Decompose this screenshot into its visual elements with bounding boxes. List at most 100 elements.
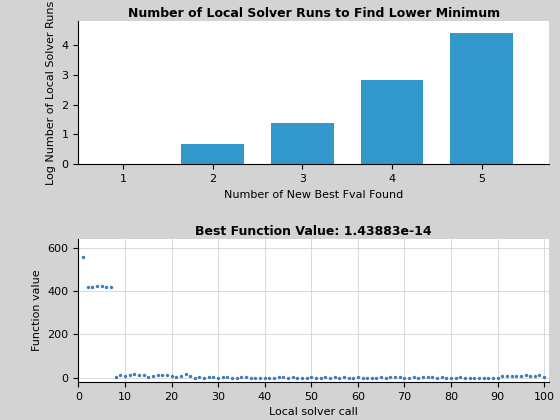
Point — [530, 372, 539, 379]
Point — [158, 372, 167, 378]
Point — [377, 374, 386, 381]
Point — [120, 372, 129, 379]
Point — [446, 374, 455, 381]
Point — [227, 374, 236, 381]
Point — [102, 284, 111, 290]
Point — [106, 284, 115, 291]
Point — [493, 374, 502, 381]
Point — [460, 374, 469, 381]
Point — [279, 374, 288, 381]
Point — [176, 373, 185, 379]
Point — [200, 375, 209, 381]
Point — [512, 373, 521, 380]
Point — [451, 374, 460, 381]
Point — [125, 371, 134, 378]
Point — [484, 374, 493, 381]
Point — [442, 374, 451, 381]
Point — [181, 371, 190, 378]
Point — [297, 374, 306, 381]
Point — [288, 374, 297, 381]
X-axis label: Number of New Best Fval Found: Number of New Best Fval Found — [224, 189, 403, 200]
Point — [246, 374, 255, 381]
Point — [428, 374, 437, 381]
Point — [404, 374, 413, 381]
Point — [237, 374, 246, 381]
Point — [186, 373, 195, 380]
Point — [344, 374, 353, 381]
Point — [153, 372, 162, 379]
Point — [535, 372, 544, 379]
Point — [144, 373, 153, 380]
Point — [148, 373, 157, 379]
Point — [293, 374, 302, 381]
Point — [540, 374, 549, 381]
Point — [134, 372, 143, 378]
Point — [432, 374, 441, 381]
Point — [209, 374, 218, 381]
Point — [116, 371, 125, 378]
Point — [321, 374, 330, 381]
Point — [92, 283, 101, 289]
Point — [521, 372, 530, 379]
Point — [507, 373, 516, 380]
Point — [409, 374, 418, 381]
Point — [260, 374, 269, 381]
X-axis label: Local solver call: Local solver call — [269, 407, 358, 417]
Point — [223, 374, 232, 381]
Point — [204, 374, 213, 381]
Point — [391, 374, 400, 381]
Point — [97, 283, 106, 290]
Point — [255, 374, 264, 381]
Point — [111, 373, 120, 380]
Point — [88, 283, 97, 290]
Point — [162, 371, 171, 378]
Point — [474, 374, 483, 381]
Point — [83, 284, 92, 291]
Point — [470, 374, 479, 381]
Point — [516, 372, 525, 379]
Point — [335, 374, 344, 381]
Point — [386, 374, 395, 381]
Point — [172, 373, 181, 380]
Point — [274, 374, 283, 381]
Point — [283, 374, 292, 381]
Point — [372, 375, 381, 381]
Point — [251, 374, 260, 381]
Point — [488, 374, 497, 381]
Point — [423, 374, 432, 381]
Point — [395, 374, 404, 381]
Point — [130, 370, 139, 377]
Point — [437, 374, 446, 381]
Point — [167, 373, 176, 379]
Point — [139, 372, 148, 379]
Point — [190, 374, 199, 381]
Point — [363, 374, 372, 381]
Point — [339, 374, 348, 381]
Point — [381, 374, 390, 381]
Point — [269, 374, 278, 381]
Point — [316, 374, 325, 381]
Y-axis label: Function value: Function value — [32, 270, 42, 352]
Point — [325, 374, 334, 381]
Point — [311, 374, 320, 381]
Point — [479, 374, 488, 381]
Point — [400, 375, 409, 381]
Title: Number of Local Solver Runs to Find Lower Minimum: Number of Local Solver Runs to Find Lowe… — [128, 7, 500, 20]
Point — [232, 374, 241, 381]
Bar — [450, 34, 513, 164]
Point — [418, 374, 427, 381]
Title: Best Function Value: 1.43883e-14: Best Function Value: 1.43883e-14 — [195, 225, 432, 238]
Point — [265, 374, 274, 381]
Point — [498, 373, 507, 379]
Point — [353, 374, 362, 381]
Point — [414, 374, 423, 381]
Point — [367, 375, 376, 381]
Point — [526, 373, 535, 379]
Point — [456, 374, 465, 381]
Point — [214, 374, 223, 381]
Bar — [181, 144, 244, 164]
Bar — [361, 80, 423, 164]
Y-axis label: Log Number of Local Solver Runs: Log Number of Local Solver Runs — [46, 0, 56, 185]
Point — [330, 374, 339, 381]
Point — [78, 254, 87, 261]
